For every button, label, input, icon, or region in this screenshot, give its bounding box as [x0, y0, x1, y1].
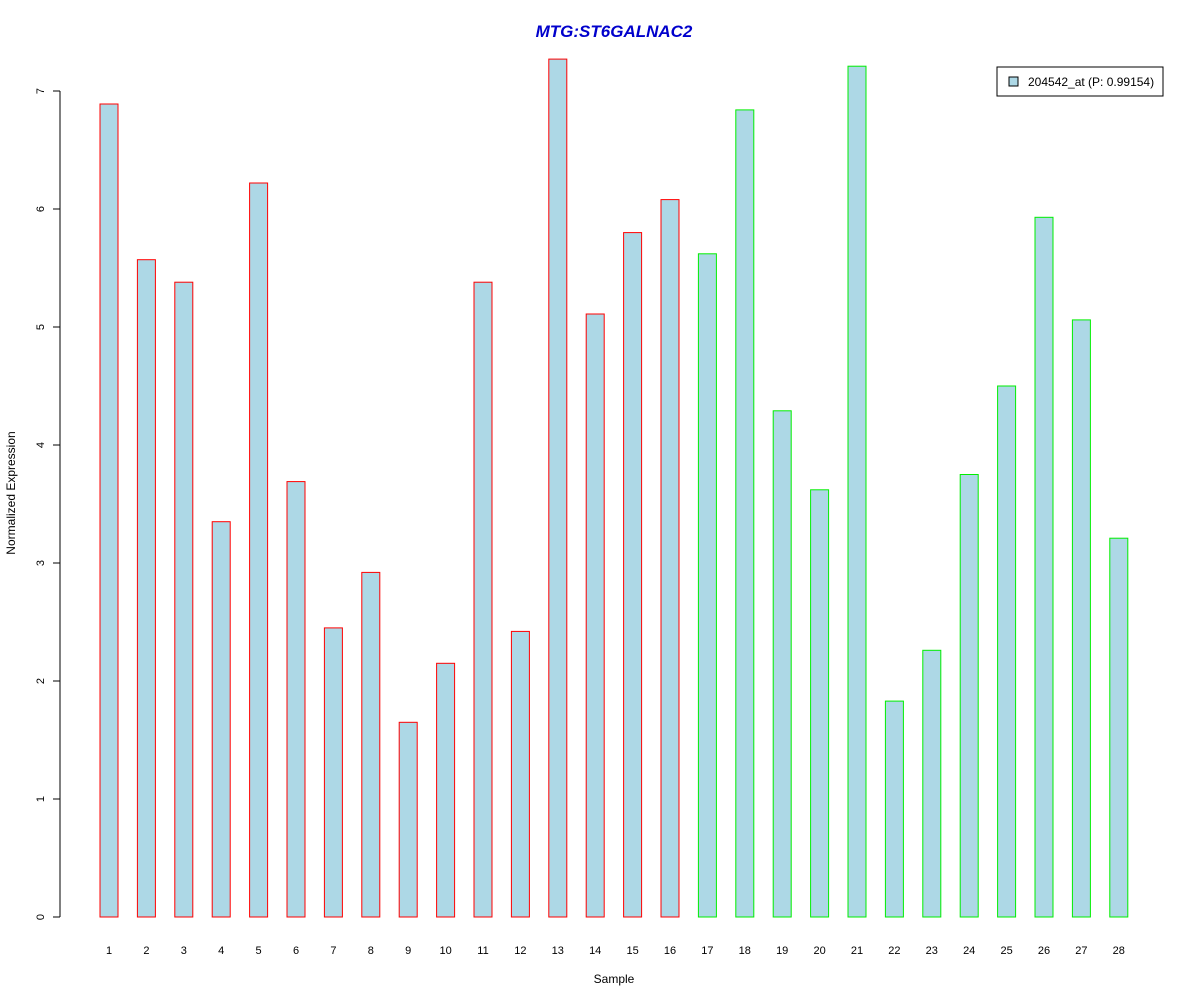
- x-tick-label: 1: [106, 945, 112, 957]
- x-tick-label: 6: [293, 945, 299, 957]
- bar-sample-19: [772, 410, 792, 918]
- x-tick-label: 28: [1113, 945, 1125, 957]
- x-axis-label: Sample: [594, 972, 635, 986]
- bar-sample-12: [510, 630, 530, 918]
- bar-sample-4: [211, 521, 231, 918]
- bars: [99, 58, 1129, 918]
- x-tick-label: 27: [1075, 945, 1087, 957]
- x-tick-label: 13: [552, 945, 564, 957]
- legend-label: 204542_at (P: 0.99154): [1028, 75, 1154, 89]
- bar-sample-27: [1071, 319, 1091, 918]
- x-tick-label: 26: [1038, 945, 1050, 957]
- x-tick-label: 2: [143, 945, 149, 957]
- bar-sample-15: [623, 232, 643, 918]
- x-tick-label: 18: [739, 945, 751, 957]
- x-tick-label: 21: [851, 945, 863, 957]
- bar-sample-23: [922, 649, 942, 918]
- x-tick-label: 24: [963, 945, 975, 957]
- x-tick-label: 22: [888, 945, 900, 957]
- bar-sample-9: [398, 721, 418, 918]
- bar-sample-20: [810, 489, 830, 918]
- bar-sample-25: [997, 385, 1017, 918]
- y-tick-label: 4: [35, 442, 47, 448]
- x-tick-label: 14: [589, 945, 601, 957]
- bar-sample-13: [548, 58, 568, 918]
- x-tick-label: 11: [477, 945, 488, 957]
- x-tick-label: 7: [330, 945, 336, 957]
- bar-sample-24: [959, 474, 979, 918]
- x-tick-label: 3: [181, 945, 187, 957]
- bar-sample-28: [1109, 537, 1129, 918]
- x-axis-tick-labels: 1 2 3 4 5 6 7 8 9 10 11 12 13 14 15 16 17 18 19 20 21 22 23 24 2…: [106, 945, 1125, 957]
- bar-sample-26: [1034, 216, 1054, 918]
- bar-sample-11: [473, 281, 493, 918]
- y-tick-label: 1: [35, 796, 47, 802]
- bar-sample-5: [249, 182, 269, 918]
- y-tick-label: 6: [35, 206, 47, 212]
- y-tick-label: 7: [35, 88, 47, 94]
- y-tick-label: 3: [35, 560, 47, 566]
- x-tick-label: 25: [1000, 945, 1012, 957]
- x-tick-label: 12: [514, 945, 526, 957]
- bar-sample-18: [735, 109, 755, 918]
- y-axis-label: Normalized Expression: [4, 431, 18, 554]
- bar-sample-6: [286, 481, 306, 918]
- x-tick-label: 15: [626, 945, 638, 957]
- x-tick-label: 19: [776, 945, 788, 957]
- bar-sample-10: [436, 662, 456, 918]
- bar-sample-7: [323, 627, 343, 918]
- y-tick-label: 5: [35, 324, 47, 330]
- chart-title: MTG:ST6GALNAC2: [536, 22, 693, 41]
- y-tick-label: 2: [35, 678, 47, 684]
- bar-sample-1: [99, 103, 119, 918]
- x-tick-label: 8: [368, 945, 374, 957]
- bar-sample-21: [847, 65, 867, 918]
- bar-sample-22: [884, 700, 904, 918]
- bar-sample-2: [136, 259, 156, 918]
- x-tick-label: 4: [218, 945, 224, 957]
- legend-swatch: [1008, 76, 1019, 87]
- x-tick-label: 20: [813, 945, 825, 957]
- x-tick-label: 10: [439, 945, 451, 957]
- bar-sample-14: [585, 313, 605, 918]
- bar-sample-8: [361, 571, 381, 918]
- bar-sample-3: [174, 281, 194, 918]
- x-tick-label: 17: [701, 945, 713, 957]
- legend-box: [996, 66, 1164, 97]
- x-tick-label: 16: [664, 945, 676, 957]
- bar-sample-16: [660, 199, 680, 918]
- bar-sample-17: [697, 253, 717, 918]
- y-tick-label: 0: [35, 914, 47, 920]
- x-tick-label: 23: [926, 945, 938, 957]
- legend: 204542_at (P: 0.99154): [996, 66, 1164, 97]
- x-tick-label: 9: [405, 945, 411, 957]
- x-tick-label: 5: [256, 945, 262, 957]
- y-axis: 0 1 2 3 4 5 6 7: [35, 88, 61, 920]
